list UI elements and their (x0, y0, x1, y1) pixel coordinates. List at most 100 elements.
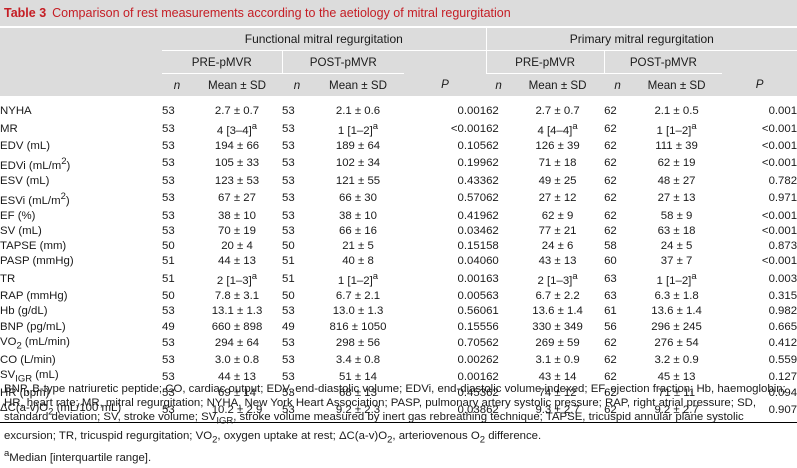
cell-f-post-v: 6.7 ± 2.1 (335, 290, 381, 303)
col-n: n (486, 73, 512, 96)
row-parameter: PASP (mmHg) (0, 255, 74, 268)
cell-f-p: <0.001 (450, 122, 487, 135)
cell-p-p: <0.001 (761, 255, 797, 268)
row-parameter: ΔC(a-v)O2 (mL/100 mL) (0, 401, 162, 423)
table-row: ESV (mL) 53 123 ± 53 53 121 ± 55 0.433 62 49 ± … (0, 174, 797, 189)
cell-p-p: 0.412 (768, 337, 797, 350)
cell-p-post-n: 62 (604, 387, 617, 400)
table-row: EDVi (mL/m2) 53 105 ± 33 53 102 ± 34 0.199 62 7… (0, 154, 797, 174)
cell-p-post-n: 62 (604, 174, 617, 187)
cell-p-post-v: 24 ± 5 (660, 240, 693, 253)
cell-f-pre-n: 51 (162, 272, 175, 285)
cell-f-pre-v: 194 ± 66 (214, 140, 260, 152)
cell-p-p: 0.094 (768, 387, 797, 400)
cell-f-post-v: 66 ± 16 (339, 225, 377, 238)
table-row: Hb (g/dL) 53 13.1 ± 1.3 53 13.0 ± 1.3 0.560 61… (0, 304, 797, 319)
cell-p-pre-n: 62 (486, 401, 512, 423)
row-parameter: Hb (g/dL) (0, 305, 48, 318)
cell-f-post-v: 68 ± 13 (339, 387, 377, 400)
f-post-header: POST-pMVR (281, 50, 404, 74)
cell-f-p: 0.705 (457, 337, 487, 350)
cell-f-post-n: 53 (282, 401, 312, 423)
cell-f-pre-v: 69 ± 14 (218, 387, 256, 400)
cell-p-pre-v: 9.3 ± 2.7 (511, 401, 605, 423)
row-parameter: SV (mL) (0, 225, 42, 238)
cell-p-pre-n: 62 (486, 140, 499, 152)
table-row: BNP (pg/mL) 49 660 ± 898 49 816 ± 1050 0.155 5… (0, 319, 797, 334)
row-parameter: SVIGR (mL) (0, 369, 59, 385)
cell-p-post-n: 62 (604, 353, 617, 366)
abbreviations: BNP, B-type natriuretic peptide; CO, car… (4, 383, 786, 446)
group-functional: Functional mitral regurgitation (162, 28, 487, 51)
cell-p-p: 0.315 (768, 290, 797, 303)
table-body: NYHA 53 2.7 ± 0.7 53 2.1 ± 0.6 0.001 62 2.7 ± 0… (0, 96, 797, 423)
cell-p-p: 0.971 (768, 192, 797, 205)
cell-f-post-v: 66 ± 30 (339, 192, 377, 205)
cell-p-pre-v: 3.1 ± 0.9 (535, 353, 580, 366)
cell-f-pre-n: 53 (162, 337, 175, 350)
cell-f-pre-v: 105 ± 33 (214, 157, 260, 170)
cell-p-pre-n: 63 (486, 290, 499, 303)
cell-p-post-n: 62 (604, 140, 617, 152)
corner-cell (0, 28, 162, 51)
cell-f-pre-v: 13.1 ± 1.3 (211, 305, 263, 318)
col-n: n (604, 73, 632, 96)
cell-p-post-n: 62 (604, 370, 617, 383)
cell-f-post-n: 53 (282, 105, 295, 118)
cell-p-p: <0.001 (761, 140, 797, 152)
cell-f-p: 0.005 (457, 290, 487, 303)
cell-p-post-v: 276 ± 54 (654, 337, 699, 350)
cell-f-p: 0.570 (457, 192, 487, 205)
cell-p-post-v: 63 ± 18 (657, 225, 696, 238)
cell-f-p: 0.419 (457, 209, 487, 222)
table-row: NYHA 53 2.7 ± 0.7 53 2.1 ± 0.6 0.001 62 2.7 ± 0… (0, 104, 797, 119)
cell-f-post-v: 21 ± 5 (342, 240, 374, 253)
cell-f-pre-v: 20 ± 4 (221, 240, 253, 253)
cell-f-pre-n: 53 (162, 140, 175, 152)
cell-p-post-n: 62 (604, 209, 617, 222)
cell-p-p: <0.001 (761, 122, 797, 135)
cell-p-post-n: 61 (604, 305, 617, 318)
cell-f-pre-n: 53 (162, 192, 175, 205)
cell-f-pre-v: 10.2 ± 2.9 (192, 401, 282, 423)
cell-p-pre-v: 43 ± 14 (538, 370, 577, 383)
cell-p-post-v: 9.2 ± 2.7 (631, 401, 723, 423)
cell-f-post-v: 1 [1–2]a (337, 271, 379, 288)
cell-p-pre-v: 71 ± 18 (538, 157, 577, 170)
cell-f-p: 0.560 (457, 305, 487, 318)
cell-p-pre-v: 2.7 ± 0.7 (535, 105, 580, 118)
cell-p-pre-v: 4 [4–4]a (537, 121, 578, 137)
cell-f-pre-n: 53 (162, 370, 175, 383)
cell-p-post-n: 63 (604, 290, 617, 303)
cell-p-post-n: 58 (604, 240, 617, 253)
cell-f-post-n: 53 (282, 209, 295, 222)
cell-f-p: 0.002 (457, 353, 487, 366)
cell-p-pre-n: 61 (486, 305, 499, 318)
table-row: MR 53 4 [3–4]a 53 1 [1–2]a <0.001 62 4 [4–4]a 62… (0, 119, 797, 139)
row-parameter: CO (L/min) (0, 353, 56, 366)
cell-f-p: 0.151 (457, 240, 487, 253)
row-parameter: EF (%) (0, 209, 36, 222)
cell-f-pre-n: 50 (162, 290, 175, 303)
cell-p-post-v: 2.1 ± 0.5 (654, 105, 699, 118)
cell-f-post-n: 53 (282, 140, 295, 152)
row-parameter: TR (0, 272, 16, 285)
row-parameter: BNP (pg/mL) (0, 320, 66, 333)
table-row: VO2 (mL/min) 53 294 ± 64 53 298 ± 56 0.705 62 2… (0, 335, 797, 353)
cell-p-pre-v: 62 ± 9 (541, 209, 574, 222)
cell-p-post-v: 111 ± 39 (655, 140, 698, 152)
cell-p-pre-n: 62 (486, 387, 499, 400)
cell-p-pre-n: 62 (486, 225, 499, 238)
cell-f-pre-n: 53 (162, 401, 192, 423)
cell-f-pre-v: 7.8 ± 3.1 (214, 290, 260, 303)
cell-f-post-v: 3.4 ± 0.8 (335, 353, 381, 366)
cell-p-p: 0.907 (722, 401, 797, 423)
cell-p-post-v: 58 ± 9 (660, 209, 693, 222)
cell-f-p: 0.040 (457, 255, 487, 268)
col-mean: Mean ± SD (312, 73, 404, 96)
cell-p-post-v: 13.6 ± 1.4 (651, 305, 702, 318)
row-parameter: EDVi (mL/m2) (0, 156, 71, 172)
row-parameter: VO2 (mL/min) (0, 335, 70, 351)
cell-f-p: 0.001 (457, 370, 487, 383)
